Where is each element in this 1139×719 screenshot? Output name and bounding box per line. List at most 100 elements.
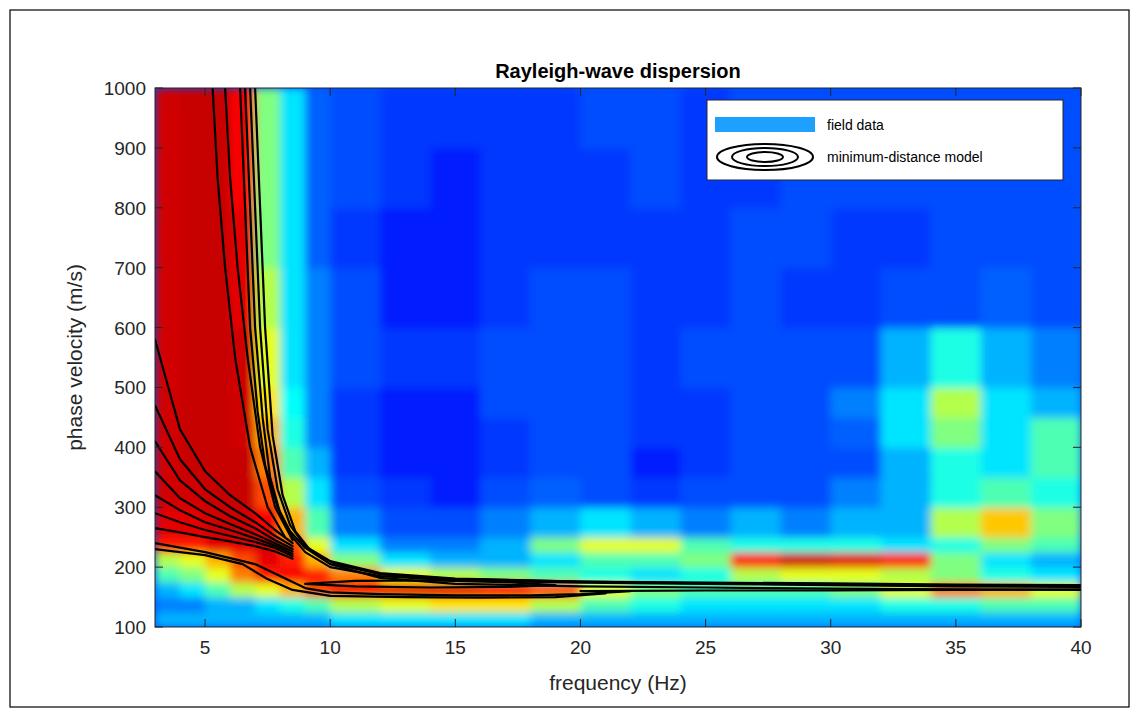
contour-line <box>305 580 555 587</box>
heatmap-cell <box>205 612 231 627</box>
heatmap-cell <box>580 507 631 538</box>
y-tick <box>155 207 163 208</box>
heatmap-cell <box>205 447 231 478</box>
x-tick <box>955 88 956 96</box>
heatmap-cell <box>931 387 982 418</box>
heatmap-cell <box>530 208 581 268</box>
heatmap-cell <box>831 567 882 583</box>
heatmap-cell <box>280 148 306 208</box>
heatmap-cell <box>480 387 531 418</box>
heatmap-cell <box>430 268 481 328</box>
x-tick-label: 15 <box>445 637 466 658</box>
legend-swatch <box>715 117 815 132</box>
heatmap-cell <box>380 537 431 553</box>
heatmap-cell <box>330 148 381 208</box>
contour-line <box>255 88 1081 585</box>
x-tick <box>830 619 831 627</box>
x-tick <box>455 619 456 627</box>
heatmap-cell <box>631 328 682 388</box>
heatmap-cell <box>931 447 982 478</box>
heatmap-cell <box>1031 552 1081 568</box>
heatmap-cell <box>731 507 782 538</box>
heatmap-cell <box>380 597 431 613</box>
heatmap-cell <box>280 208 306 268</box>
heatmap-cell <box>280 268 306 328</box>
x-tick-label: 30 <box>820 637 841 658</box>
contour-line <box>213 88 286 537</box>
heatmap-cell <box>981 328 1032 388</box>
y-tick <box>155 147 163 148</box>
heatmap-cell <box>155 148 181 208</box>
heatmap-cell <box>781 268 832 328</box>
y-tick-label: 900 <box>114 138 146 159</box>
contour-line <box>155 528 293 559</box>
heatmap-cell <box>1031 328 1081 388</box>
heatmap-cell <box>380 148 431 208</box>
contour-line <box>240 88 1081 590</box>
heatmap-cell <box>155 612 181 627</box>
heatmap-cell <box>480 612 531 627</box>
heatmap-cell <box>180 477 206 508</box>
contour-line <box>225 88 293 540</box>
heatmap-cell <box>781 447 832 478</box>
heatmap-cell <box>580 417 631 448</box>
heatmap-cell <box>781 208 832 268</box>
heatmap-cell <box>681 268 732 328</box>
y-tick <box>155 567 163 568</box>
heatmap-cell <box>205 582 231 598</box>
heatmap-cell <box>430 417 481 448</box>
y-tick <box>1073 387 1081 388</box>
heatmap-cell <box>580 148 631 208</box>
y-tick <box>155 507 163 508</box>
heatmap-cell <box>831 417 882 448</box>
heatmap-cell <box>155 567 181 583</box>
heatmap-cell <box>580 268 631 328</box>
contour-line <box>155 441 293 549</box>
heatmap-cell <box>180 597 206 613</box>
heatmap-cell <box>480 417 531 448</box>
x-tick-label: 20 <box>570 637 591 658</box>
y-tick-label: 500 <box>114 377 146 398</box>
heatmap-cell <box>981 208 1032 268</box>
heatmap-cell <box>280 417 306 448</box>
heatmap-cell <box>180 612 206 627</box>
x-tick <box>580 88 581 96</box>
heatmap-cell <box>631 447 682 478</box>
x-tick <box>330 619 331 627</box>
heatmap-cell <box>280 477 306 508</box>
heatmap-cell <box>931 537 982 553</box>
heatmap-cell <box>280 328 306 388</box>
heatmap-cell <box>681 417 732 448</box>
x-tick <box>205 619 206 627</box>
heatmap-cell <box>180 268 206 328</box>
heatmap-cell <box>631 268 682 328</box>
contour-line <box>155 543 631 595</box>
heatmap-cell <box>931 612 982 627</box>
heatmap-cell <box>155 597 181 613</box>
heatmap <box>155 88 1081 627</box>
heatmap-cell <box>881 567 932 583</box>
heatmap-cell <box>681 447 732 478</box>
heatmap-cell <box>180 208 206 268</box>
x-tick <box>1081 88 1082 96</box>
x-tick-label: 35 <box>945 637 966 658</box>
heatmap-cell <box>981 447 1032 478</box>
heatmap-cell <box>681 597 732 613</box>
heatmap-cell <box>480 148 531 208</box>
heatmap-cell <box>380 417 431 448</box>
heatmap-cell <box>931 552 982 568</box>
x-tick <box>330 88 331 96</box>
heatmap-cell <box>305 447 331 478</box>
heatmap-cell <box>280 597 306 613</box>
heatmap-cell <box>881 328 932 388</box>
x-tick <box>955 619 956 627</box>
y-tick <box>1073 207 1081 208</box>
heatmap-cell <box>155 507 181 538</box>
heatmap-cell <box>330 387 381 418</box>
heatmap-cell <box>330 328 381 388</box>
heatmap-cell <box>731 328 782 388</box>
heatmap-cell <box>881 387 932 418</box>
heatmap-cell <box>305 208 331 268</box>
heatmap-cell <box>530 477 581 508</box>
heatmap-cell <box>330 88 381 148</box>
